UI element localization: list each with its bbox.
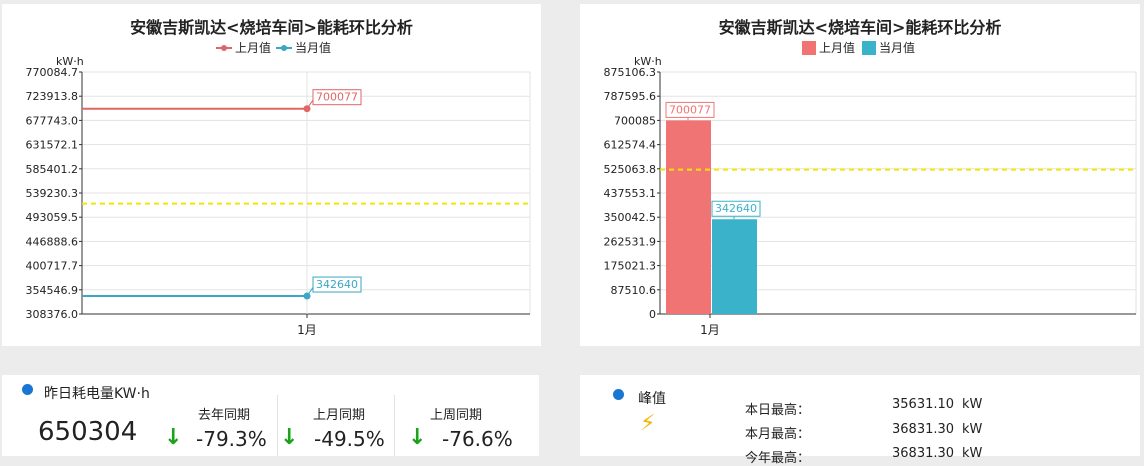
data-label: 700077 <box>316 91 358 104</box>
legend-label: 当月值 <box>295 40 331 55</box>
legend-swatch-icon <box>862 41 876 55</box>
x-tick-label: 1月 <box>700 323 720 337</box>
data-label-box <box>711 200 761 217</box>
data-label-box <box>665 101 715 118</box>
legend-label: 上月值 <box>235 40 271 55</box>
down-arrow-icon: ↓ <box>408 425 427 450</box>
legend-label: 上月值 <box>819 40 855 55</box>
lightning-icon: ⚡ <box>640 411 656 436</box>
x-tick-label: 1月 <box>297 323 317 337</box>
data-label-box <box>312 89 362 106</box>
divider <box>394 395 395 456</box>
peak-row-unit: kW <box>962 397 983 412</box>
data-label: 342640 <box>715 202 757 215</box>
peak-row-label: 本月最高： <box>745 427 811 442</box>
y-tick-label: 262531.9 <box>604 235 657 248</box>
y-tick-label: 631572.1 <box>26 139 79 152</box>
y-axis-label: kW·h <box>634 55 662 68</box>
y-tick-label: 354546.9 <box>26 284 79 297</box>
y-axis-label: kW·h <box>56 55 84 68</box>
y-tick-label: 612574.4 <box>604 139 657 152</box>
y-tick-label: 787595.6 <box>604 90 657 103</box>
divider <box>277 395 278 456</box>
peak-row-value: 36831.30 <box>892 446 955 461</box>
bullet-icon <box>613 389 624 400</box>
peak-row-label: 本日最高： <box>745 403 811 418</box>
down-arrow-icon: ↓ <box>280 425 299 450</box>
y-tick-label: 677743.0 <box>26 114 79 127</box>
yesterday-value: 650304 <box>38 417 138 447</box>
bar <box>666 120 711 314</box>
legend-label: 当月值 <box>879 40 915 55</box>
comparison-value: -76.6% <box>442 427 513 451</box>
comparison-value: -49.5% <box>314 427 385 451</box>
y-tick-label: 770084.7 <box>26 66 79 79</box>
y-tick-label: 0 <box>649 308 656 321</box>
peak-label: 峰值 <box>638 391 666 407</box>
chart-title: 安徽吉斯凯达<烧培车间>能耗环比分析 <box>130 18 413 37</box>
comparison-label: 去年同期 <box>198 408 251 423</box>
y-tick-label: 437553.1 <box>604 187 657 200</box>
comparison-value: -79.3% <box>196 427 267 451</box>
bar-chart-panel: 安徽吉斯凯达<烧培车间>能耗环比分析 kW·h 875106.3 787595.6 7… <box>580 4 1140 346</box>
peak-row-label: 今年最高： <box>745 451 811 466</box>
y-tick-label: 493059.5 <box>26 211 79 224</box>
y-tick-label: 446888.6 <box>26 235 79 248</box>
chart-title: 安徽吉斯凯达<烧培车间>能耗环比分析 <box>718 18 1002 37</box>
legend-swatch-icon <box>802 41 816 55</box>
legend-marker-icon <box>281 45 287 51</box>
y-tick-label: 400717.7 <box>26 260 79 273</box>
y-tick-label: 700085 <box>614 114 656 127</box>
y-tick-label: 539230.3 <box>26 187 79 200</box>
data-label: 700077 <box>669 103 711 116</box>
data-label: 342640 <box>316 278 358 291</box>
y-tick-label: 875106.3 <box>604 66 657 79</box>
peak-panel: 峰值 ⚡ 本日最高： 35631.10 kW 本月最高： 36831.30 kW… <box>580 375 1140 466</box>
y-tick-label: 525063.8 <box>604 163 657 176</box>
comparison-label: 上月同期 <box>313 408 366 423</box>
peak-row-value: 36831.30 <box>892 422 955 437</box>
y-tick-label: 308376.0 <box>26 308 79 321</box>
y-tick-label: 87510.6 <box>611 284 657 297</box>
y-tick-label: 350042.5 <box>604 211 657 224</box>
peak-row-unit: kW <box>962 422 983 437</box>
peak-row-unit: kW <box>962 446 983 461</box>
down-arrow-icon: ↓ <box>164 425 183 450</box>
y-tick-label: 585401.2 <box>26 163 79 176</box>
comparison-label: 上周同期 <box>430 408 483 423</box>
bullet-icon <box>22 384 33 395</box>
bar <box>712 219 757 314</box>
y-tick-label: 723913.8 <box>26 90 79 103</box>
legend-marker-icon <box>221 45 227 51</box>
data-label-box <box>312 276 362 293</box>
yesterday-panel: 昨日耗电量KW·h 650304 去年同期 ↓ -79.3% 上月同期 ↓ -4… <box>2 375 539 456</box>
line-chart-panel: 安徽吉斯凯达<烧培车间>能耗环比分析 kW·h 770084.7 723913.8 6… <box>2 4 541 346</box>
yesterday-label: 昨日耗电量KW·h <box>44 386 150 402</box>
y-tick-label: 175021.3 <box>604 260 657 273</box>
peak-row-value: 35631.10 <box>892 397 955 412</box>
